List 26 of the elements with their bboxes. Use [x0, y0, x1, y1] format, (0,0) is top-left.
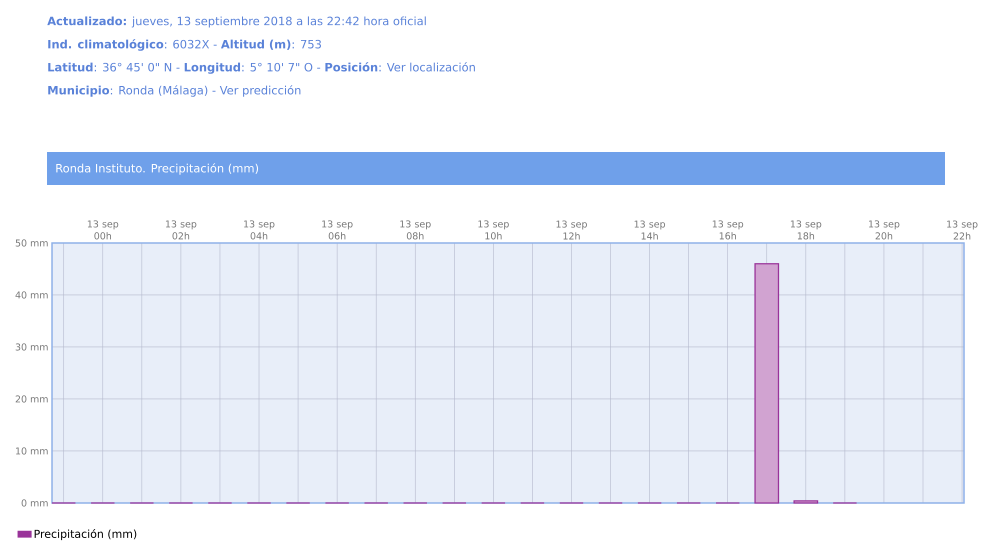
x-tick-label: 13 sep 04h [244, 220, 274, 240]
x-tick-label: 13 sep 14h [634, 220, 666, 240]
x-tick-label: 13 sep 08h [400, 220, 431, 240]
text: Actualizado: jueves, 13 septiembre 2018 a las 22:42 hora oficial [47, 16, 426, 28]
y-tick-label: 50 mm [16, 239, 48, 247]
x-tick-label: 13 sep 02h [166, 220, 196, 240]
y-tick-label: 10 mm [16, 447, 48, 455]
y-tick-label: 30 mm [16, 343, 48, 351]
x-tick-label: 13 sep 00h [88, 220, 118, 240]
chart-title: Ronda Instituto. Precipitación (mm) [56, 163, 258, 175]
x-tick-label: 13 sep 20h [869, 220, 900, 240]
text: Ind. climatológico: 6032X - Altitud (m): 753 [48, 39, 321, 51]
x-tick-label: 13 sep 22h [947, 220, 978, 240]
y-tick-label: 40 mm [15, 291, 48, 299]
text: Latitud: 36° 45' 0" N - Longitud: 5° 10' 7" O - Posición: Ver localización [48, 62, 475, 74]
bar [793, 500, 818, 504]
y-tick-label: 0 mm [22, 499, 48, 507]
x-tick-label: 13 sep 16h [712, 220, 744, 240]
bar [754, 263, 780, 504]
text: Municipio: Ronda (Málaga) - Ver predicción [48, 85, 300, 97]
x-tick-label: 13 sep 06h [322, 220, 353, 240]
x-tick-label: 13 sep 12h [556, 220, 587, 240]
x-tick-label: 13 sep 10h [478, 220, 509, 240]
x-tick-label: 13 sep 18h [790, 220, 822, 240]
y-tick-label: 20 mm [16, 395, 48, 403]
legend-label: Precipitación (mm) [34, 529, 136, 540]
